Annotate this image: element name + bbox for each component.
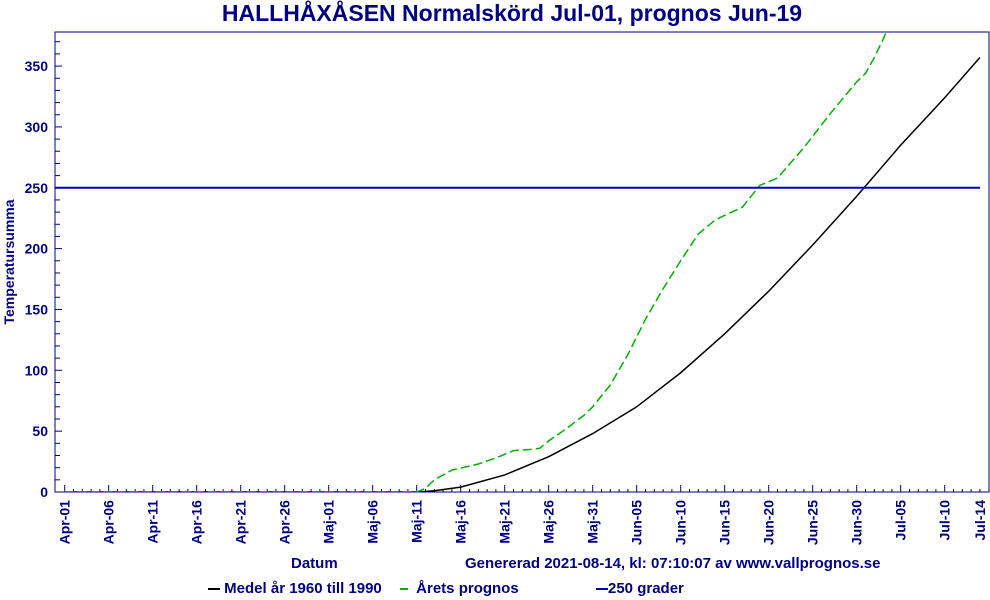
legend-swatch-250 <box>596 588 608 591</box>
y-tick-label: 150 <box>25 301 49 317</box>
x-tick-label: Jun-20 <box>761 500 777 545</box>
y-tick-label: 200 <box>25 241 49 257</box>
y-tick-label: 0 <box>40 484 48 500</box>
x-tick-label: Jul-05 <box>893 500 909 541</box>
x-tick-label: Apr-21 <box>233 500 249 545</box>
x-tick-label: Jun-25 <box>805 500 821 545</box>
series-line-1 <box>64 32 888 492</box>
x-tick-label: Maj-06 <box>365 500 381 544</box>
x-axis-label: Datum <box>291 555 338 572</box>
legend-label: 250 grader <box>608 580 684 597</box>
legend-swatch-medel <box>208 588 220 591</box>
x-tick-label: Jun-30 <box>849 500 865 545</box>
x-tick-label: Apr-11 <box>145 500 161 544</box>
x-tick-label: Apr-01 <box>57 500 73 545</box>
legend-item-medel: Medel år 1960 till 1990 <box>208 580 382 597</box>
x-tick-label: Maj-21 <box>497 500 513 544</box>
footer-generated: Genererad 2021-08-14, kl: 07:10:07 av ww… <box>465 555 881 572</box>
x-tick-label: Maj-31 <box>585 500 601 544</box>
x-tick-label: Jun-10 <box>673 500 689 545</box>
x-tick-label: Jun-15 <box>717 500 733 545</box>
y-tick-label: 250 <box>25 180 49 196</box>
x-tick-label: Apr-06 <box>101 500 117 545</box>
series-line-0 <box>64 57 981 492</box>
y-tick-label: 50 <box>32 423 48 439</box>
x-tick-label: Apr-16 <box>189 500 205 545</box>
legend-label: Årets prognos <box>416 580 519 597</box>
x-tick-label: Maj-26 <box>541 500 557 544</box>
legend-label: Medel år 1960 till 1990 <box>224 580 382 597</box>
y-tick-label: 100 <box>25 362 49 378</box>
x-tick-label: Apr-26 <box>277 500 293 545</box>
y-tick-label: 300 <box>25 119 49 135</box>
x-tick-label: Maj-01 <box>321 500 337 544</box>
x-tick-label: Maj-16 <box>453 500 469 544</box>
y-axis-label: Temperatursumma <box>1 199 17 324</box>
x-tick-label: Jul-10 <box>937 500 953 541</box>
y-tick-label: 350 <box>25 58 49 74</box>
legend-item-prognos: Årets prognos <box>400 580 519 597</box>
x-tick-label: Maj-11 <box>409 500 425 543</box>
chart-title: HALLHÅXÅSEN Normalskörd Jul-01, prognos … <box>221 0 803 26</box>
plot-frame <box>54 31 990 493</box>
x-tick-label: Jun-05 <box>629 500 645 545</box>
x-tick-label: Jul-14 <box>972 500 988 541</box>
legend-swatch-prognos <box>400 588 408 591</box>
legend-item-250: 250 grader <box>596 580 684 597</box>
